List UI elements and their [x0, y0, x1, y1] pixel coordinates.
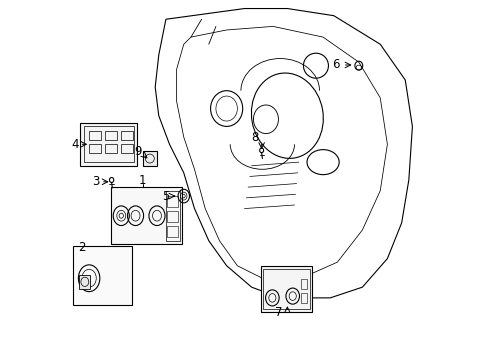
- Text: 9: 9: [134, 145, 142, 158]
- Text: 6: 6: [331, 58, 339, 72]
- Text: 1: 1: [139, 174, 146, 186]
- FancyBboxPatch shape: [142, 152, 157, 166]
- FancyBboxPatch shape: [80, 275, 90, 289]
- FancyBboxPatch shape: [260, 266, 312, 312]
- Text: 4: 4: [71, 138, 79, 151]
- Text: 2: 2: [79, 241, 86, 255]
- FancyBboxPatch shape: [80, 123, 137, 166]
- Text: 7: 7: [274, 306, 282, 319]
- Text: 8: 8: [250, 131, 258, 144]
- FancyBboxPatch shape: [110, 187, 182, 244]
- Text: 5: 5: [162, 190, 169, 203]
- Text: 3: 3: [92, 175, 100, 188]
- FancyBboxPatch shape: [73, 246, 132, 305]
